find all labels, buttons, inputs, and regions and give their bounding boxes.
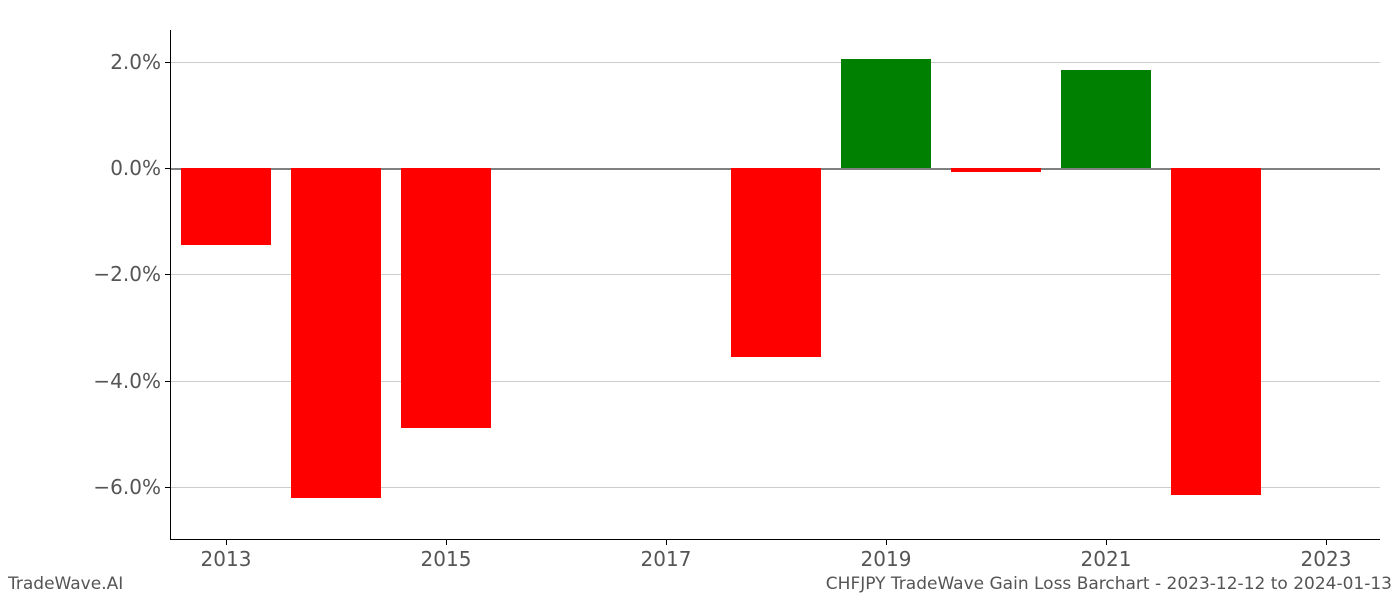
bar (1061, 70, 1151, 168)
bar (291, 168, 381, 497)
bar (401, 168, 491, 428)
xtick-label: 2021 (1081, 539, 1132, 571)
plot-area: −6.0%−4.0%−2.0%0.0%2.0%20132015201720192… (170, 30, 1380, 540)
ytick-label: −2.0% (93, 262, 171, 286)
footer-right-caption: CHFJPY TradeWave Gain Loss Barchart - 20… (826, 574, 1392, 594)
gridline (171, 62, 1380, 63)
ytick-label: −4.0% (93, 369, 171, 393)
ytick-label: −6.0% (93, 475, 171, 499)
ytick-label: 0.0% (110, 156, 171, 180)
xtick-label: 2013 (201, 539, 252, 571)
xtick-label: 2019 (861, 539, 912, 571)
footer-left-source: TradeWave.AI (8, 574, 123, 594)
bar (731, 168, 821, 357)
xtick-label: 2015 (421, 539, 472, 571)
chart-container: −6.0% −4.0% −2.0% 0.0% 2.0% 2013 2015 2017 2019 2… (0, 0, 1400, 600)
ytick-label: 2.0% (110, 50, 171, 74)
xtick-label: 2017 (641, 539, 692, 571)
bar (1171, 168, 1261, 495)
bar (181, 168, 271, 245)
xtick-label: 2023 (1301, 539, 1352, 571)
bar (951, 168, 1041, 172)
bar (841, 59, 931, 168)
